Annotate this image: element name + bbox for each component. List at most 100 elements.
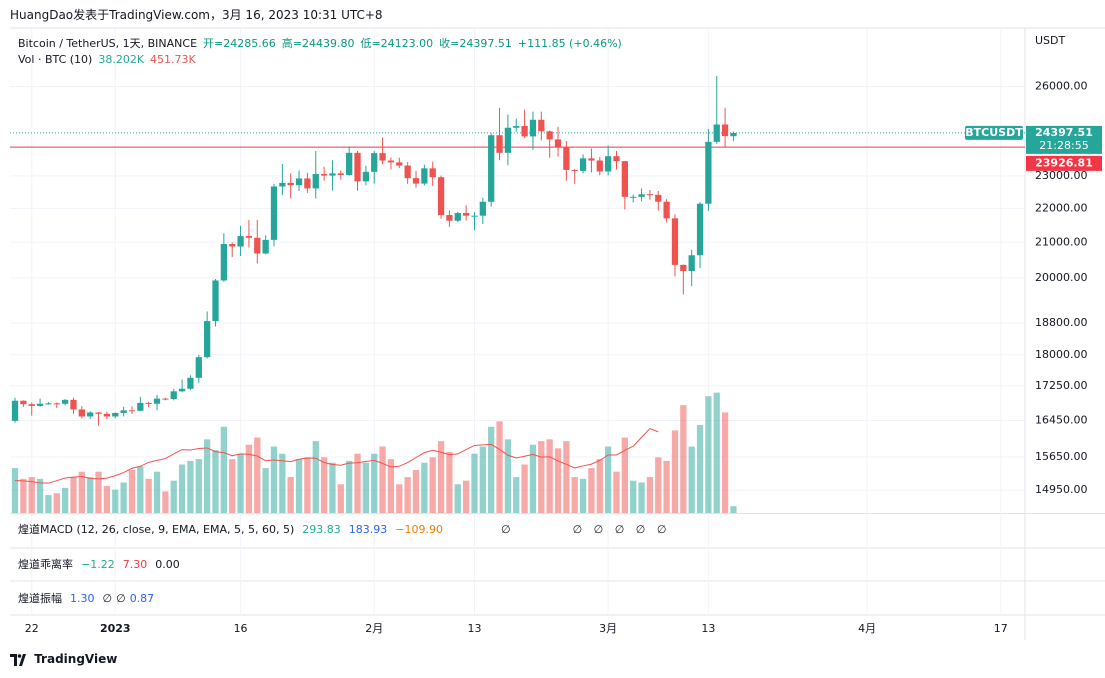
volume-bar — [613, 471, 620, 513]
candle-body — [11, 400, 19, 421]
candle-body — [488, 135, 495, 202]
price-line-tag-text: 23926.81 — [1035, 156, 1093, 169]
volume-bar — [229, 459, 236, 513]
volume-bar — [279, 453, 286, 513]
candle-body — [145, 402, 152, 404]
volume-bar — [421, 462, 428, 513]
candle-body — [337, 173, 344, 175]
candle-body — [421, 168, 428, 184]
y-tick-label: 23000.00 — [1035, 169, 1088, 182]
volume-bar — [346, 460, 353, 513]
volume-ma-line — [14, 427, 659, 484]
volume-bar — [538, 441, 545, 513]
candle-body — [521, 125, 528, 137]
candle-body — [103, 413, 111, 417]
indicator-legend: 煌道MACD (12, 26, close, 9, EMA, EMA, 5, 5… — [18, 521, 678, 537]
y-tick-label: 16450.00 — [1035, 413, 1088, 426]
x-tick-label: 2023 — [100, 622, 131, 635]
y-tick-label: 21000.00 — [1035, 235, 1088, 248]
candle-body — [479, 201, 486, 216]
volume-bar — [621, 437, 628, 513]
candle-body — [412, 178, 420, 184]
candle-body — [354, 152, 361, 182]
candle-body — [287, 182, 294, 186]
volume-bar — [596, 459, 603, 513]
header: HuangDao发表于TradingView.com，3月 16, 2023 1… — [10, 8, 383, 22]
candle-body — [312, 174, 319, 189]
volume-bar — [170, 480, 177, 513]
indicator-value: ∅ — [500, 523, 511, 536]
volume-bar — [412, 469, 420, 513]
volume-bar — [671, 430, 679, 513]
volume-bar — [579, 478, 587, 513]
candle-body — [128, 410, 136, 412]
indicator-value: 183.93 — [348, 523, 388, 536]
candle-body — [87, 412, 94, 417]
candle-body — [446, 215, 453, 221]
candle-body — [730, 132, 737, 137]
candle-body — [688, 255, 695, 271]
volume-bar — [521, 464, 528, 513]
indicator-value: 0.87 — [129, 592, 155, 605]
symbol-tag — [965, 125, 1023, 140]
volume-legend: Vol · BTC (10) 38.202K 451.73K — [18, 53, 202, 66]
candle-body — [563, 147, 570, 170]
volume-bar — [11, 468, 19, 513]
volume-bar — [504, 439, 512, 513]
candle-body — [471, 215, 478, 217]
candle-body — [53, 403, 60, 405]
y-tick-label: 22000.00 — [1035, 201, 1088, 214]
indicator-legend: 煌道乖离率 −1.22 7.30 0.00 — [18, 556, 188, 572]
candle-body — [579, 158, 587, 171]
indicator-value: 0.00 — [155, 558, 180, 571]
indicator-value: −109.90 — [395, 523, 443, 536]
volume-bar — [705, 396, 712, 513]
ohlc-item: 高=24439.80 — [281, 37, 355, 50]
candle-body — [254, 237, 261, 254]
candle-body — [696, 203, 704, 256]
y-tick-label: 18800.00 — [1035, 316, 1088, 329]
footer-text: TradingView — [34, 652, 118, 666]
candle-body — [346, 152, 353, 175]
volume-bar — [479, 446, 486, 513]
volume-bar — [713, 392, 720, 513]
candle-body — [655, 194, 662, 202]
volume-bar — [362, 462, 370, 513]
x-tick-label: 13 — [467, 622, 481, 635]
volume-bar — [137, 466, 144, 513]
candle-body — [45, 403, 52, 405]
indicator-value: ∅ — [116, 592, 126, 605]
volume-bar — [20, 478, 27, 513]
volume-bar — [396, 484, 403, 513]
candle-body — [429, 168, 436, 178]
volume-bar — [220, 426, 227, 513]
x-tick-label: 16 — [234, 622, 248, 635]
volume-bar — [429, 457, 436, 513]
volume-bar — [688, 446, 695, 513]
volume-bar — [462, 480, 470, 513]
volume-bar — [195, 459, 202, 513]
symbol-legend: Bitcoin / TetherUS, 1天, BINANCE 开=24285.6… — [18, 35, 634, 51]
volume-bar — [78, 471, 85, 513]
last-price-tag-text: 24397.51 — [1035, 126, 1093, 139]
candle-body — [538, 119, 545, 132]
candle-body — [713, 124, 720, 142]
volume-bar — [187, 460, 194, 513]
volume-bar — [145, 478, 152, 513]
candle-body — [721, 124, 729, 137]
indicator-value: ∅ — [102, 592, 113, 605]
x-tick-label: 22 — [25, 622, 39, 635]
indicator-value: 293.83 — [302, 523, 341, 536]
volume-bar — [387, 459, 395, 513]
volume-bar — [204, 439, 211, 513]
candle-body — [262, 239, 269, 254]
candle-body — [212, 280, 219, 322]
candle-body — [554, 139, 562, 148]
volume-title: Vol · BTC (10) — [18, 53, 93, 66]
symbol-title: Bitcoin / TetherUS, 1天, BINANCE — [18, 37, 198, 50]
candle-body — [187, 377, 194, 389]
volume-bar — [488, 426, 495, 513]
volume-value: 38.202K — [98, 53, 145, 66]
volume-bar — [571, 477, 578, 513]
